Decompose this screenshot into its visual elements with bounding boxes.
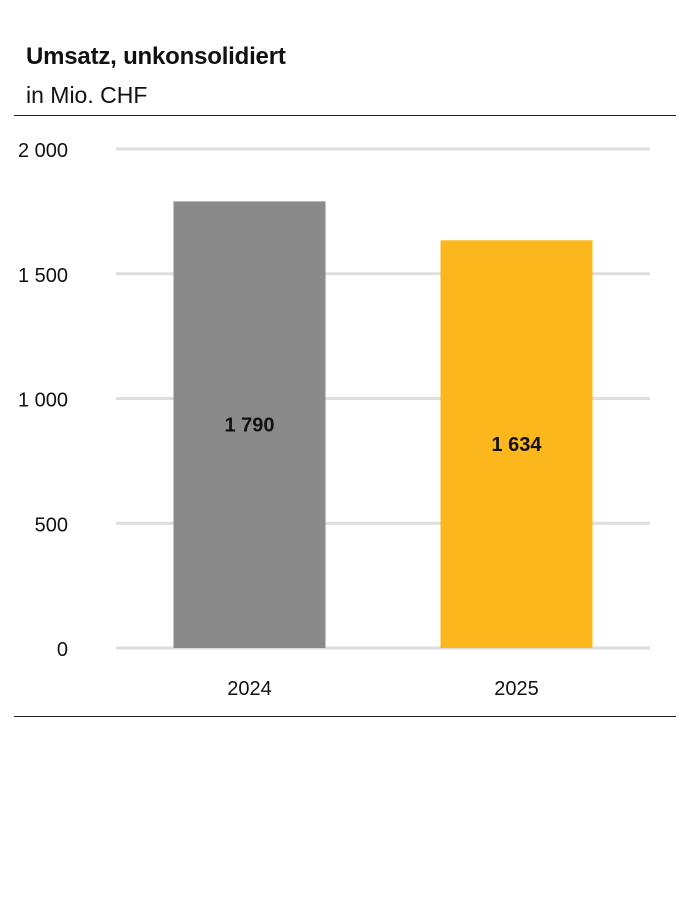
bar xyxy=(440,240,593,648)
top-divider xyxy=(14,115,676,116)
chart-subtitle: in Mio. CHF xyxy=(26,82,148,108)
bars xyxy=(173,201,593,648)
y-tick-label: 1 500 xyxy=(18,265,68,287)
chart-title: Umsatz, unkonsolidiert xyxy=(26,43,286,70)
x-tick-label: 2024 xyxy=(227,678,272,700)
bar xyxy=(173,201,326,648)
y-tick-label: 2 000 xyxy=(18,140,68,162)
bar-value-label: 1 634 xyxy=(491,434,542,456)
bar-value-labels: 1 790 1 634 xyxy=(224,415,542,456)
y-tick-label: 0 xyxy=(57,639,68,661)
y-tick-label: 1 000 xyxy=(18,390,68,412)
bar-value-label: 1 790 xyxy=(224,415,274,437)
x-tick-label: 2025 xyxy=(494,678,539,700)
x-axis-ticks: 2024 2025 xyxy=(227,678,539,700)
y-tick-label: 500 xyxy=(35,514,68,536)
bottom-divider xyxy=(14,716,676,717)
y-axis-ticks: 0 500 1 000 1 500 2 000 xyxy=(18,140,68,661)
